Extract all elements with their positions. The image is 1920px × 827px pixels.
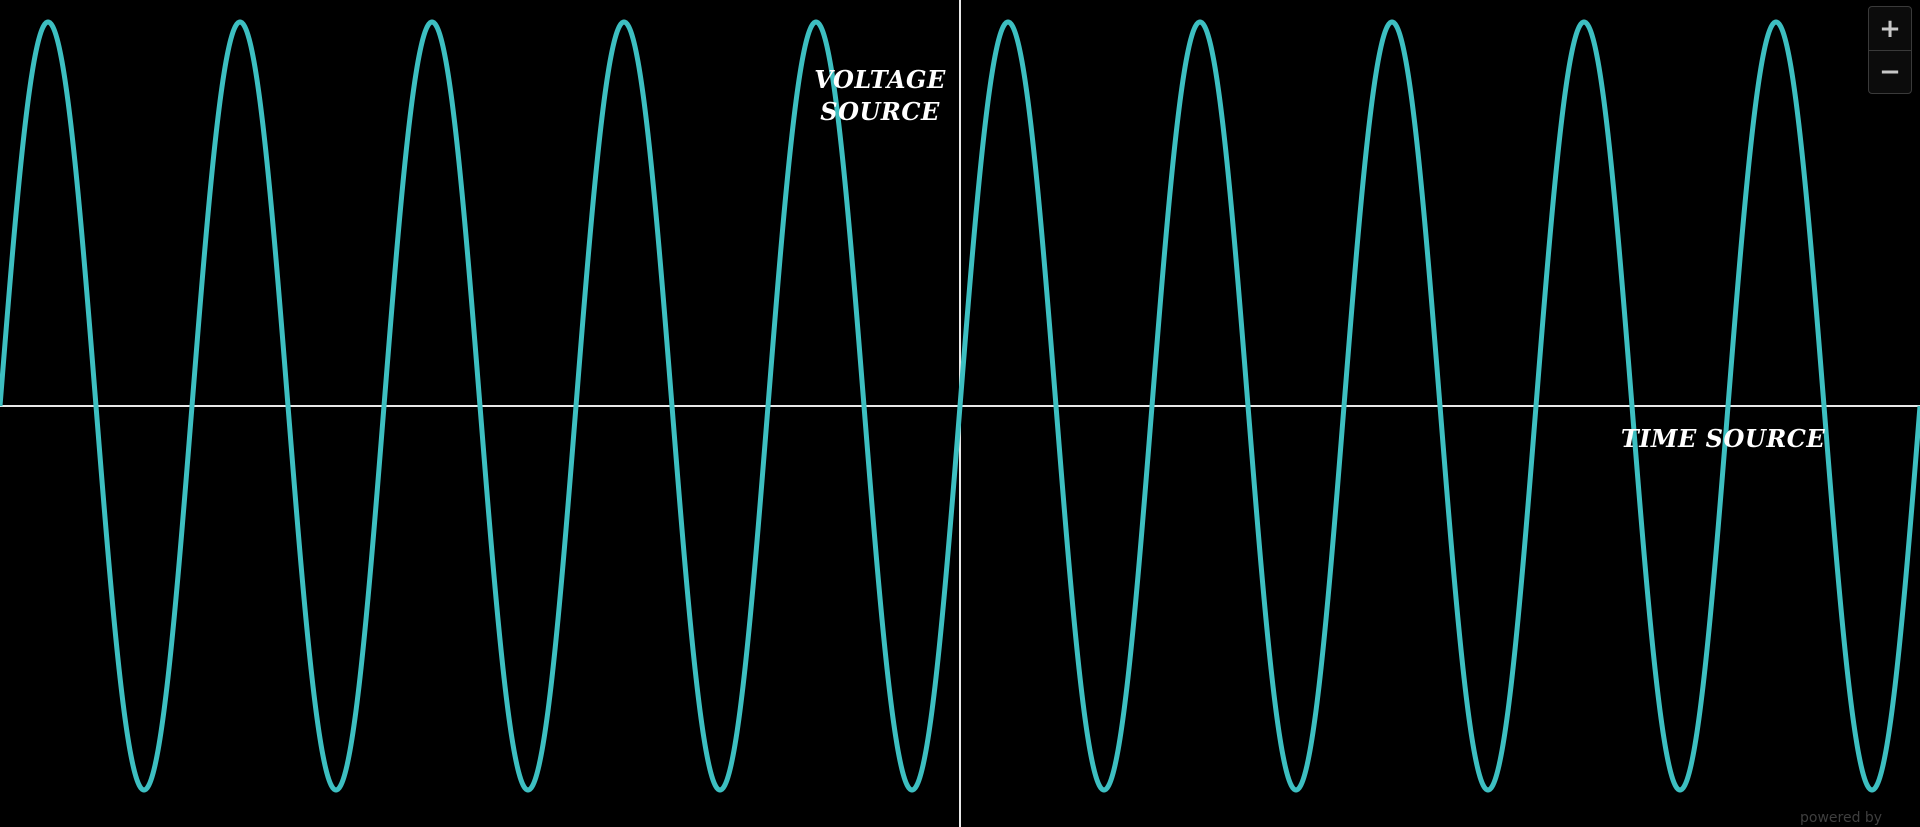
powered-by-text: powered by (1800, 810, 1883, 826)
zoom-out-button[interactable]: − (1869, 50, 1911, 93)
y-axis-label: VOLTAGE SOURCE (806, 64, 954, 128)
zoom-controls: + − (1868, 6, 1912, 94)
zoom-in-button[interactable]: + (1879, 13, 1901, 44)
sine-wave-series (0, 19, 1920, 793)
y-axis-label-line-2: SOURCE (820, 97, 940, 126)
y-axis-label-line-1: VOLTAGE (814, 65, 946, 94)
x-axis-label: TIME SOURCE (1620, 424, 1826, 453)
